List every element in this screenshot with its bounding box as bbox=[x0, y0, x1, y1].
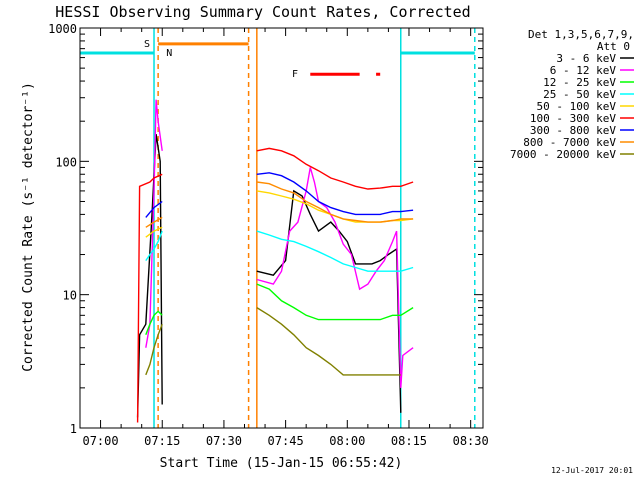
legend-header-line-1: Det 1,3,5,6,7,9, bbox=[528, 28, 634, 41]
x-axis-label: Start Time (15-Jan-15 06:55:42) bbox=[160, 456, 403, 471]
axes: 07:00 07:15 07:30 07:45 08:00 08:15 08:30 1 10 10… bbox=[48, 22, 489, 448]
series-line-3-1 bbox=[256, 230, 414, 272]
legend-label-8: 7000 - 20000 keV bbox=[510, 148, 616, 161]
legend-label-1: 6 - 12 keV bbox=[550, 64, 617, 77]
series-line-2-0 bbox=[145, 310, 163, 336]
series-line-7-1 bbox=[256, 181, 414, 223]
x-tick-label-5: 08:15 bbox=[391, 434, 427, 448]
y-tick-label-2: 100 bbox=[55, 155, 77, 169]
y-tick-label-1: 10 bbox=[63, 289, 77, 303]
legend-label-4: 50 - 100 keV bbox=[537, 100, 617, 113]
series-line-6-1 bbox=[256, 172, 414, 216]
series-line-8-1 bbox=[256, 307, 401, 376]
y-tick-label-3: 1000 bbox=[48, 22, 77, 36]
legend-header-line-2: Att 0 bbox=[597, 40, 630, 53]
legend-label-3: 25 - 50 keV bbox=[543, 88, 616, 101]
series-line-0-0 bbox=[136, 133, 163, 418]
x-tick-label-2: 07:30 bbox=[206, 434, 242, 448]
series-line-8-0 bbox=[145, 323, 163, 376]
series-line-3-0 bbox=[145, 230, 163, 261]
legend-label-0: 3 - 6 keV bbox=[556, 52, 616, 65]
series-line-5-0 bbox=[136, 173, 163, 423]
footer-date: 12-Jul-2017 20:01 bbox=[551, 466, 633, 475]
series-line-6-0 bbox=[145, 200, 163, 218]
plot-area: S N F bbox=[80, 28, 476, 428]
annotation-N: N bbox=[166, 48, 172, 59]
x-tick-label-0: 07:00 bbox=[82, 434, 118, 448]
y-axis-label: Corrected Count Rate (s⁻¹ detector⁻¹) bbox=[21, 82, 36, 372]
series-line-2-1 bbox=[256, 283, 414, 321]
legend-label-7: 800 - 7000 keV bbox=[523, 136, 616, 149]
x-tick-label-4: 08:00 bbox=[329, 434, 365, 448]
series-line-7-0 bbox=[145, 216, 163, 228]
legend-label-5: 100 - 300 keV bbox=[530, 112, 616, 125]
series-line-5-1 bbox=[256, 147, 414, 190]
series-line-4-0 bbox=[145, 226, 163, 238]
series-line-1-1 bbox=[256, 167, 414, 388]
x-tick-label-3: 07:45 bbox=[268, 434, 304, 448]
x-tick-label-1: 07:15 bbox=[144, 434, 180, 448]
legend-label-6: 300 - 800 keV bbox=[530, 124, 616, 137]
annotation-S: S bbox=[144, 39, 150, 50]
chart-title: HESSI Observing Summary Count Rates, Cor… bbox=[55, 3, 470, 21]
annotation-F: F bbox=[292, 69, 298, 80]
legend-label-2: 12 - 25 keV bbox=[543, 76, 616, 89]
x-tick-label-6: 08:30 bbox=[453, 434, 489, 448]
y-tick-label-0: 1 bbox=[70, 422, 77, 436]
series-line-1-0 bbox=[145, 99, 163, 348]
plot-frame bbox=[79, 27, 484, 429]
